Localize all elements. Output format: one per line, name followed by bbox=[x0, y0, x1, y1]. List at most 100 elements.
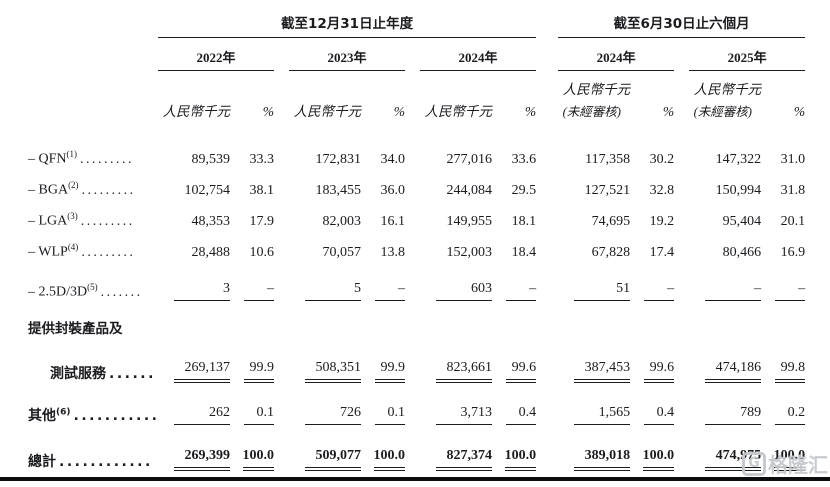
section-gap bbox=[536, 337, 558, 383]
column-gap bbox=[274, 261, 289, 301]
pct-cell: 0.2 bbox=[761, 383, 806, 425]
value-cell: 127,521 bbox=[584, 183, 631, 198]
pct-cell: 10.6 bbox=[249, 245, 275, 260]
pct-cell: 99.6 bbox=[492, 337, 537, 383]
pct-cell: – bbox=[361, 261, 405, 301]
value-cell: 117,358 bbox=[585, 152, 631, 167]
row-label-other: 其他(6)........... bbox=[28, 407, 160, 424]
value-cell: 80,466 bbox=[722, 245, 762, 260]
year-header-row: 2022年 2023年 2024年 2024年 2025年 bbox=[28, 37, 806, 71]
pct-cell: 18.1 bbox=[511, 214, 537, 229]
year-header-2024-interim: 2024年 bbox=[558, 37, 675, 71]
year-header-2024: 2024年 bbox=[420, 37, 537, 71]
unit-cell-unaudited: 人民幣千元 (未經審核) bbox=[562, 82, 631, 119]
value-cell: 269,137 bbox=[158, 337, 230, 383]
period-header-row: 截至12月31日止年度 截至6月30日止六個月 bbox=[28, 6, 806, 38]
column-gap bbox=[274, 425, 289, 471]
row-label-wlp: – WLP(4)......... bbox=[28, 242, 136, 260]
value-cell: 508,351 bbox=[289, 337, 361, 383]
section-gap bbox=[536, 6, 558, 38]
table-row-lga: – LGA(3)......... 48,353 17.9 82,003 16.… bbox=[28, 199, 805, 230]
column-gap bbox=[274, 337, 289, 383]
value-cell: 474,186 bbox=[689, 337, 762, 383]
period-annual-header: 截至12月31日止年度 bbox=[158, 6, 537, 38]
section-gap bbox=[536, 71, 558, 121]
column-gap bbox=[674, 230, 689, 261]
value-cell: 277,016 bbox=[446, 152, 493, 167]
pct-cell: 31.8 bbox=[780, 183, 806, 198]
value-cell: 509,077 bbox=[289, 425, 361, 471]
pct-cell: 0.4 bbox=[492, 383, 537, 425]
table-row-subtotal: 測試服務...... 269,137 99.9 508,351 99.9 823… bbox=[28, 337, 806, 383]
column-gap bbox=[405, 71, 420, 121]
value-cell: 172,831 bbox=[315, 152, 362, 167]
value-cell: 823,661 bbox=[420, 337, 492, 383]
table-row-other: 其他(6)........... 262 0.1 726 0.1 3,713 0… bbox=[28, 383, 806, 425]
pct-cell: 32.8 bbox=[649, 183, 675, 198]
revenue-breakdown-table: 截至12月31日止年度 截至6月30日止六個月 2022年 2023年 2024… bbox=[28, 6, 806, 471]
value-cell: 82,003 bbox=[322, 214, 362, 229]
section-gap bbox=[536, 230, 558, 261]
section-gap bbox=[536, 425, 558, 471]
unaudited-note: (未經審核) bbox=[562, 105, 621, 119]
unit-cell: 人民幣千元 bbox=[162, 104, 231, 119]
row-label-25d3d: – 2.5D/3D(5)....... bbox=[28, 282, 143, 300]
table-row-subtotal-caption: 提供封裝產品及 bbox=[28, 301, 805, 337]
pct-header-cell: % bbox=[662, 104, 675, 119]
value-cell: 1,565 bbox=[558, 383, 631, 425]
value-cell: 152,003 bbox=[446, 245, 493, 260]
value-cell: 726 bbox=[289, 383, 361, 425]
pct-cell: 38.1 bbox=[249, 183, 275, 198]
row-label-qfn: – QFN(1)......... bbox=[28, 149, 135, 167]
column-gap bbox=[674, 425, 689, 471]
pct-cell: 99.6 bbox=[630, 337, 675, 383]
value-cell: 603 bbox=[420, 261, 492, 301]
pct-header-cell: % bbox=[524, 104, 537, 119]
pct-cell: 13.8 bbox=[380, 245, 406, 260]
value-cell: 389,018 bbox=[558, 425, 631, 471]
pct-cell: 100.0 bbox=[630, 425, 675, 471]
column-gap bbox=[674, 38, 689, 71]
value-cell: 244,084 bbox=[446, 183, 493, 198]
pct-cell: 16.9 bbox=[780, 245, 806, 260]
section-gap bbox=[536, 38, 558, 71]
pct-cell: 99.9 bbox=[230, 337, 274, 383]
column-gap bbox=[405, 199, 420, 230]
pct-cell: 36.0 bbox=[380, 183, 406, 198]
column-gap bbox=[674, 71, 689, 121]
pct-cell: 30.2 bbox=[649, 152, 675, 167]
row-label-subtotal-caption: 提供封裝產品及 bbox=[28, 321, 123, 337]
table-row-wlp: – WLP(4)......... 28,488 10.6 70,057 13.… bbox=[28, 230, 805, 261]
value-cell: 827,374 bbox=[420, 425, 492, 471]
value-cell: 149,955 bbox=[446, 214, 493, 229]
column-gap bbox=[674, 261, 689, 301]
row-label-subtotal: 測試服務...... bbox=[50, 366, 156, 382]
column-gap bbox=[405, 425, 420, 471]
value-cell: 95,404 bbox=[722, 214, 762, 229]
pct-cell: 99.8 bbox=[761, 337, 806, 383]
pct-cell: 17.9 bbox=[249, 214, 275, 229]
corner-cell bbox=[28, 38, 158, 71]
pct-cell: 31.0 bbox=[780, 152, 806, 167]
gelonghui-watermark: G 格隆汇 bbox=[742, 449, 828, 478]
pct-cell: 0.1 bbox=[361, 383, 405, 425]
column-gap bbox=[674, 199, 689, 230]
column-gap bbox=[274, 38, 289, 71]
pct-cell: 19.2 bbox=[649, 214, 675, 229]
gelonghui-logo-icon: G bbox=[742, 451, 766, 476]
pct-header-cell: % bbox=[793, 104, 806, 119]
column-gap bbox=[405, 230, 420, 261]
value-cell: 183,455 bbox=[315, 183, 362, 198]
value-cell: 387,453 bbox=[558, 337, 631, 383]
column-gap bbox=[274, 230, 289, 261]
corner-cell bbox=[28, 71, 158, 121]
column-gap bbox=[405, 383, 420, 425]
column-gap bbox=[405, 261, 420, 301]
row-label-lga: – LGA(3)......... bbox=[28, 211, 135, 229]
pct-cell: 20.1 bbox=[780, 214, 806, 229]
row-label-total: 總計............ bbox=[28, 454, 153, 470]
pct-cell: 29.5 bbox=[511, 183, 537, 198]
value-cell: 102,754 bbox=[184, 183, 231, 198]
value-cell: 150,994 bbox=[715, 183, 762, 198]
unaudited-note: (未經審核) bbox=[693, 105, 752, 119]
